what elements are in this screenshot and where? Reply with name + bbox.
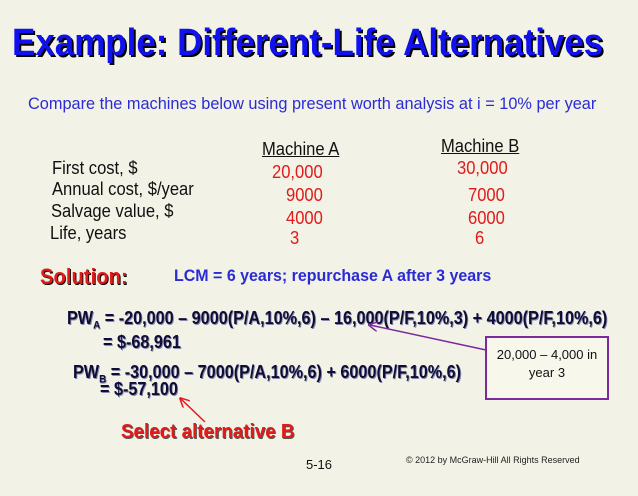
machine-a-life: 3 [290, 228, 300, 248]
machine-b-header: Machine B [441, 136, 520, 156]
problem-statement: Compare the machines below using present… [28, 94, 597, 113]
row-label-salvage-value: Salvage value, $ [51, 201, 174, 221]
callout-box: 20,000 – 4,000 in year 3 [485, 336, 609, 400]
machine-b-salvage-value: 6000 [468, 208, 505, 228]
machine-a-first-cost: 20,000 [272, 162, 323, 182]
callout-arrow [370, 325, 487, 351]
conclusion-arrow [181, 399, 206, 423]
row-label-annual-cost: Annual cost, $/year [52, 179, 194, 199]
pw-b-equation: PWB = -30,000 – 7000(P/A,10%,6) + 6000(P… [73, 362, 462, 386]
machine-a-salvage-value: 4000 [286, 208, 323, 228]
machine-b-life: 6 [475, 228, 485, 248]
callout-line-2: year 3 [528, 365, 566, 380]
lcm-note: LCM = 6 years; repurchase A after 3 year… [174, 266, 492, 285]
page-number: 5-16 [306, 457, 333, 472]
machine-b-first-cost: 30,000 [457, 158, 508, 178]
slide-title: Example: Different-Life Alternatives [12, 22, 604, 64]
pw-b-result: = $-57,100 [100, 379, 178, 399]
pw-a-equation: PWA = -20,000 – 9000(P/A,10%,6) – 16,000… [67, 308, 608, 332]
machine-a-header: Machine A [262, 139, 340, 159]
pw-a-result: = $-68,961 [103, 332, 181, 352]
row-label-life: Life, years [50, 223, 127, 243]
copyright: © 2012 by McGraw-Hill All Rights Reserve… [406, 455, 580, 465]
row-label-first-cost: First cost, $ [52, 158, 138, 178]
callout-line-1: 20,000 – 4,000 in [496, 347, 598, 362]
solution-heading: Solution: [40, 264, 128, 289]
conclusion: Select alternative B [121, 421, 295, 443]
machine-a-annual-cost: 9000 [286, 185, 323, 205]
machine-b-annual-cost: 7000 [468, 185, 505, 205]
